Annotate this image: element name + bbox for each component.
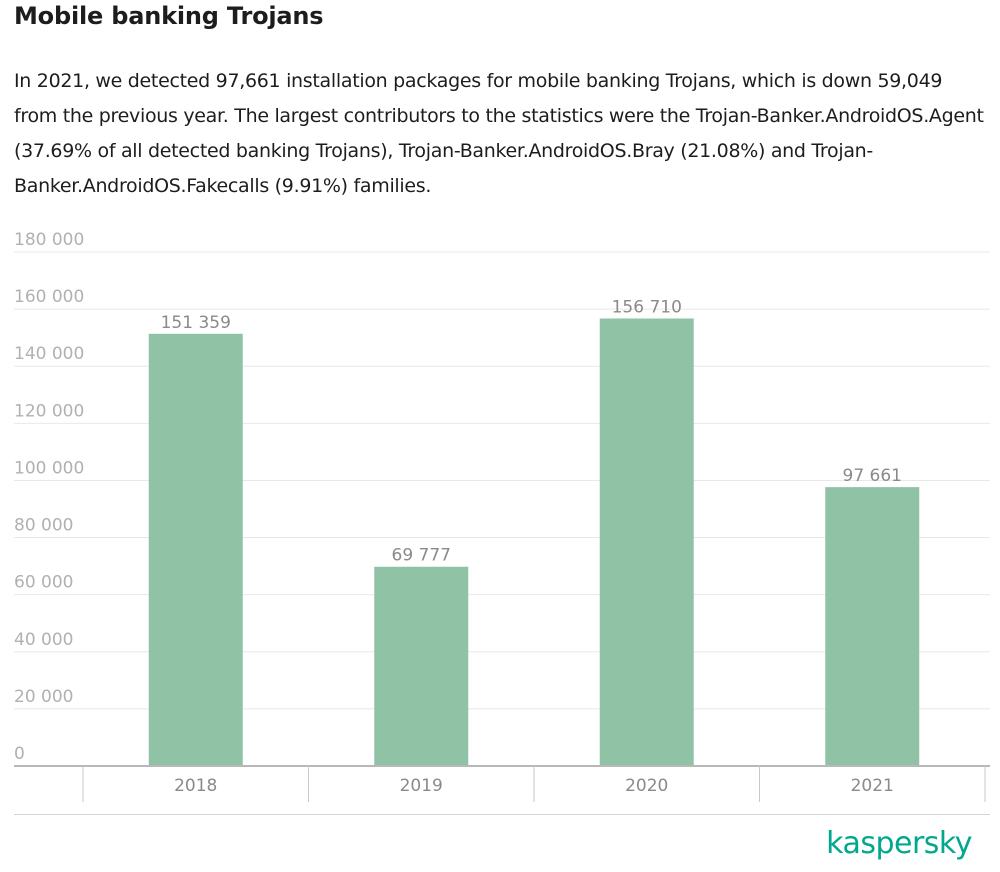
category-label-2021: 2021 — [851, 776, 894, 796]
y-tick-label: 160 000 — [14, 287, 84, 307]
value-label-2018: 151 359 — [161, 313, 231, 333]
category-label-2020: 2020 — [625, 776, 668, 796]
y-axis-tick-labels: 0 20 000 40 000 60 000 80 000 100 000 120 000 1… — [14, 230, 84, 764]
y-tick-label: 0 — [14, 744, 25, 764]
y-tick-label: 120 000 — [14, 401, 84, 421]
y-tick-label: 80 000 — [14, 516, 73, 536]
bar-2019 — [374, 566, 469, 766]
category-label-2019: 2019 — [400, 776, 443, 796]
footer-divider — [14, 814, 990, 815]
kaspersky-logo: kaspersky — [826, 826, 972, 861]
value-label-2020: 156 710 — [612, 298, 682, 318]
value-label-2021: 97 661 — [843, 466, 902, 486]
intro-paragraph: In 2021, we detected 97,661 installation… — [14, 70, 984, 197]
category-label-2018: 2018 — [174, 776, 217, 796]
bar-2021 — [825, 487, 920, 766]
y-tick-label: 20 000 — [14, 687, 73, 707]
x-axis-category-labels: 2018 2019 2020 2021 — [174, 776, 894, 796]
y-tick-label: 100 000 — [14, 458, 84, 478]
y-tick-label: 40 000 — [14, 630, 73, 650]
bar-2020 — [599, 318, 694, 766]
x-axis — [14, 765, 990, 802]
bar-2018 — [148, 333, 243, 766]
y-tick-label: 60 000 — [14, 573, 73, 593]
y-tick-label: 140 000 — [14, 344, 84, 364]
chart-bars — [148, 318, 920, 766]
value-label-2019: 69 777 — [392, 546, 451, 566]
bar-chart: 0 20 000 40 000 60 000 80 000 100 000 120 000 1… — [14, 230, 990, 802]
y-tick-label: 180 000 — [14, 230, 84, 250]
page-title: Mobile banking Trojans — [14, 2, 324, 30]
bar-value-labels: 151 359 69 777 156 710 97 661 — [161, 298, 902, 566]
